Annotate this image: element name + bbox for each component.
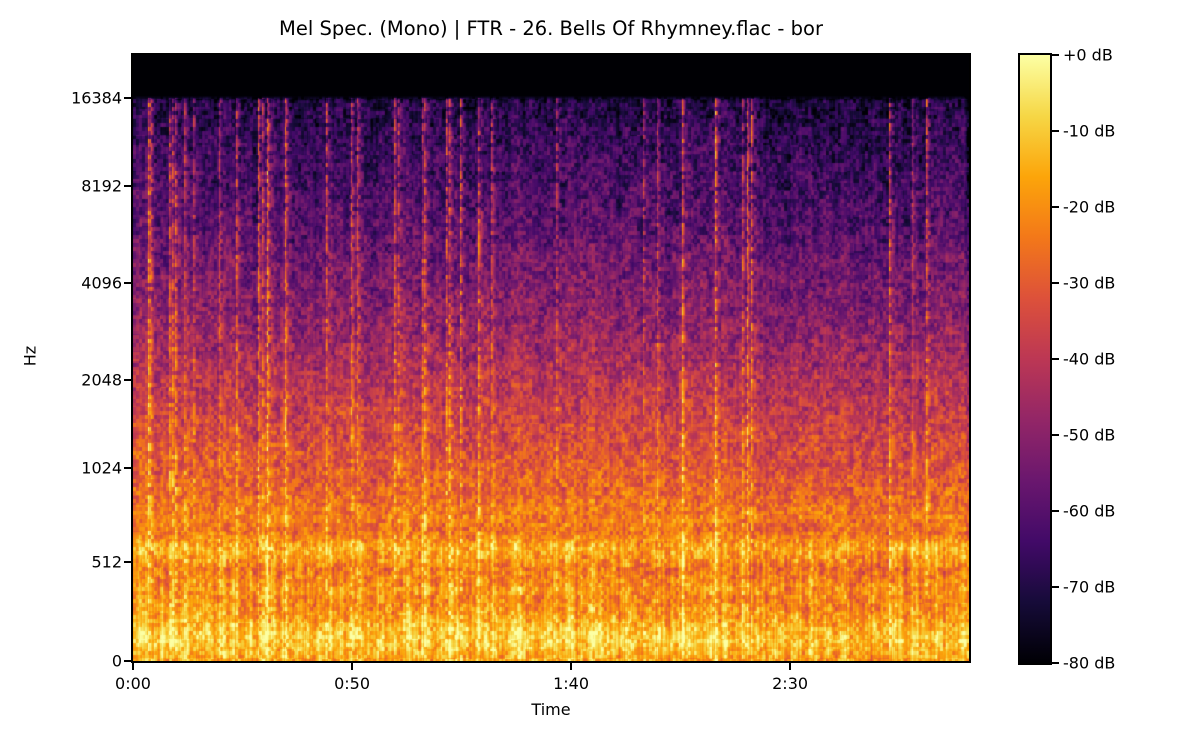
colorbar-gradient bbox=[1020, 55, 1050, 663]
colorbar-tick-label: -50 dB bbox=[1063, 425, 1116, 445]
chart-title: Mel Spec. (Mono) | FTR - 26. Bells Of Rh… bbox=[279, 17, 823, 40]
colorbar-tick-mark bbox=[1052, 662, 1059, 664]
y-tick-mark bbox=[124, 467, 131, 470]
y-tick-label: 16384 bbox=[71, 88, 122, 108]
colorbar-tick-mark bbox=[1052, 130, 1059, 132]
y-tick-mark bbox=[124, 97, 131, 100]
x-axis-label: Time bbox=[531, 700, 571, 719]
colorbar-tick-mark bbox=[1052, 282, 1059, 284]
x-tick-mark bbox=[789, 663, 792, 670]
colorbar-tick-mark bbox=[1052, 206, 1059, 208]
colorbar-tick-label: -70 dB bbox=[1063, 577, 1116, 597]
y-tick-mark bbox=[124, 184, 131, 187]
spectrogram-canvas bbox=[133, 55, 969, 661]
colorbar-tick-label: -30 dB bbox=[1063, 273, 1116, 293]
y-tick-label: 1024 bbox=[81, 458, 122, 478]
y-tick-mark bbox=[124, 378, 131, 381]
colorbar-tick-label: -60 dB bbox=[1063, 501, 1116, 521]
x-tick-mark bbox=[570, 663, 573, 670]
colorbar-tick-mark bbox=[1052, 586, 1059, 588]
colorbar-tick-mark bbox=[1052, 358, 1059, 360]
y-tick-label: 4096 bbox=[81, 273, 122, 293]
x-tick-mark bbox=[132, 663, 134, 670]
x-tick-label: 0:00 bbox=[115, 674, 151, 693]
colorbar-tick-label: -80 dB bbox=[1063, 653, 1116, 673]
x-tick-mark bbox=[351, 663, 354, 670]
colorbar-tick-mark bbox=[1052, 510, 1059, 512]
y-tick-label: 2048 bbox=[81, 370, 122, 390]
colorbar-tick-label: +0 dB bbox=[1063, 45, 1113, 65]
colorbar bbox=[1018, 53, 1052, 665]
y-tick-label: 8192 bbox=[81, 176, 122, 196]
y-axis-label: Hz bbox=[20, 345, 40, 367]
x-tick-label: 2:30 bbox=[772, 674, 809, 693]
y-tick-label: 512 bbox=[91, 552, 122, 572]
x-tick-label: 0:50 bbox=[334, 674, 370, 693]
y-tick-mark bbox=[124, 561, 131, 564]
colorbar-tick-mark bbox=[1052, 54, 1059, 56]
colorbar-tick-mark bbox=[1052, 434, 1059, 436]
y-tick-label: 0 bbox=[111, 651, 122, 671]
plot-area bbox=[131, 53, 971, 663]
x-tick-label: 1:40 bbox=[553, 674, 590, 693]
colorbar-tick-label: -40 dB bbox=[1063, 349, 1116, 369]
colorbar-tick-label: -10 dB bbox=[1063, 121, 1116, 141]
y-tick-mark bbox=[124, 281, 131, 284]
y-tick-mark bbox=[124, 660, 131, 662]
colorbar-tick-label: -20 dB bbox=[1063, 197, 1116, 217]
